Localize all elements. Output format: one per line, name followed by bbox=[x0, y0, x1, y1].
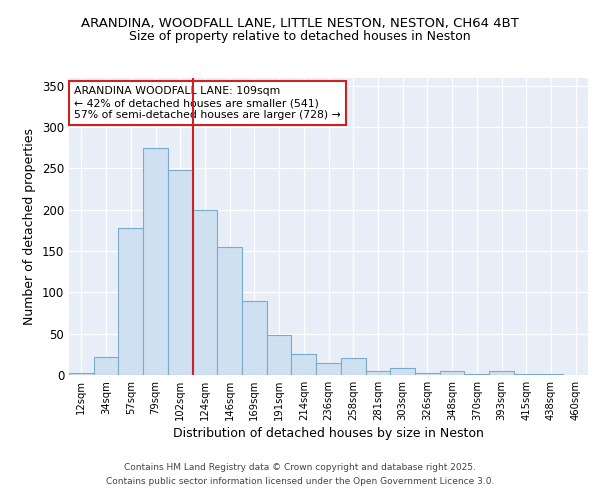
Bar bbox=[464, 374, 489, 375]
Bar bbox=[193, 210, 217, 375]
Bar bbox=[514, 374, 539, 375]
Bar bbox=[217, 247, 242, 375]
Bar bbox=[94, 357, 118, 375]
Bar bbox=[539, 374, 563, 375]
Bar bbox=[440, 371, 464, 375]
Text: Contains public sector information licensed under the Open Government Licence 3.: Contains public sector information licen… bbox=[106, 477, 494, 486]
Bar bbox=[143, 148, 168, 375]
Text: Contains HM Land Registry data © Crown copyright and database right 2025.: Contains HM Land Registry data © Crown c… bbox=[124, 464, 476, 472]
Bar bbox=[341, 358, 365, 375]
Bar bbox=[168, 170, 193, 375]
Text: ARANDINA WOODFALL LANE: 109sqm
← 42% of detached houses are smaller (541)
57% of: ARANDINA WOODFALL LANE: 109sqm ← 42% of … bbox=[74, 86, 341, 120]
Bar bbox=[489, 371, 514, 375]
Text: Size of property relative to detached houses in Neston: Size of property relative to detached ho… bbox=[129, 30, 471, 43]
X-axis label: Distribution of detached houses by size in Neston: Distribution of detached houses by size … bbox=[173, 427, 484, 440]
Bar bbox=[267, 336, 292, 375]
Bar bbox=[292, 354, 316, 375]
Bar bbox=[316, 364, 341, 375]
Bar bbox=[390, 368, 415, 375]
Text: ARANDINA, WOODFALL LANE, LITTLE NESTON, NESTON, CH64 4BT: ARANDINA, WOODFALL LANE, LITTLE NESTON, … bbox=[81, 18, 519, 30]
Y-axis label: Number of detached properties: Number of detached properties bbox=[23, 128, 37, 325]
Bar bbox=[415, 372, 440, 375]
Bar bbox=[118, 228, 143, 375]
Bar bbox=[69, 374, 94, 375]
Bar bbox=[365, 371, 390, 375]
Bar bbox=[242, 300, 267, 375]
